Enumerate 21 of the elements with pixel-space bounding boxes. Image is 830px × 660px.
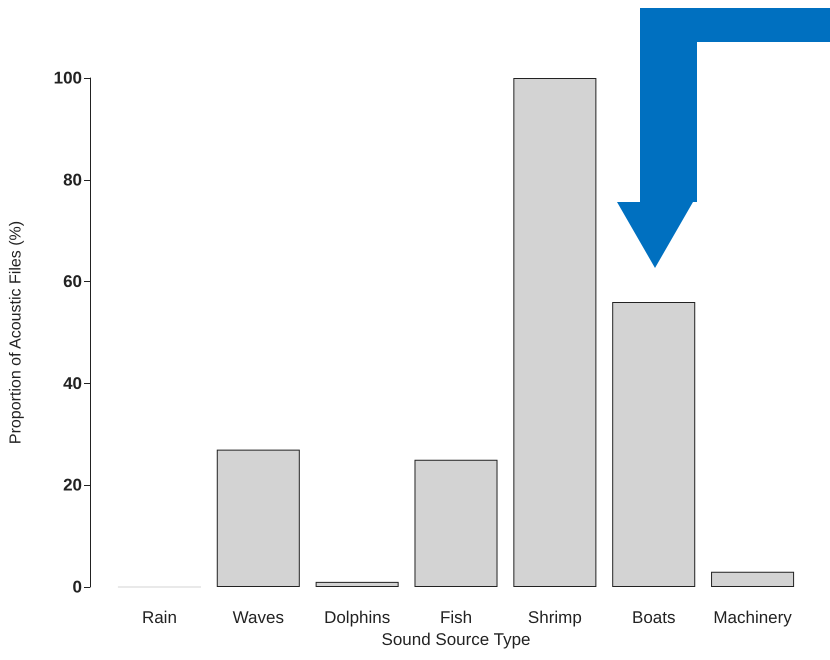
x-tick-label: Shrimp	[528, 608, 582, 627]
x-tick-label: Boats	[632, 608, 676, 627]
y-tick-label: 100	[54, 68, 82, 88]
x-tick-label: Rain	[142, 608, 177, 627]
x-tick-label: Fish	[440, 608, 472, 627]
bar	[711, 572, 794, 587]
bar	[316, 582, 399, 587]
x-tick-label: Machinery	[713, 608, 792, 627]
y-axis-title: Proportion of Acoustic Files (%)	[8, 220, 24, 444]
y-tick-label: 20	[63, 476, 82, 495]
y-tick-label: 80	[63, 170, 82, 190]
bar	[612, 302, 696, 587]
y-tick-label: 60	[63, 272, 82, 292]
x-tick-label: Waves	[232, 608, 284, 627]
y-tick-label: 0	[72, 578, 82, 596]
bar	[513, 78, 596, 587]
bar	[414, 460, 498, 587]
bar	[216, 450, 300, 587]
y-tick-label: 40	[63, 374, 82, 393]
x-tick-label: Dolphins	[324, 608, 390, 627]
x-axis-title: Sound Source Type	[381, 630, 531, 649]
